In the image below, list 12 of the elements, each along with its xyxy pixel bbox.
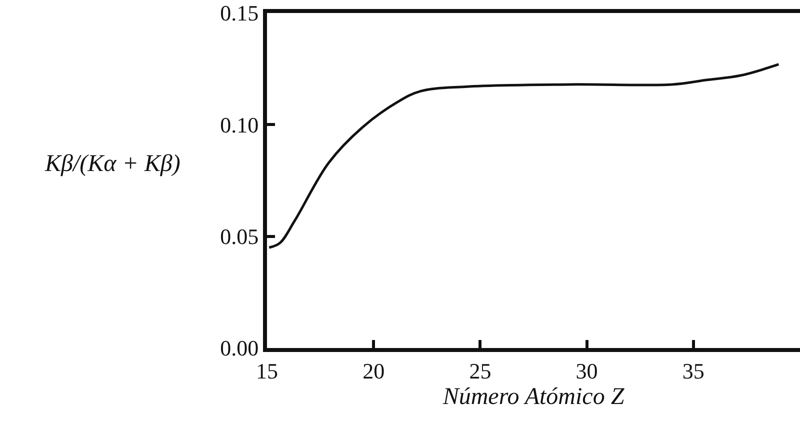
x-tick-label: 30 — [576, 358, 598, 384]
y-tick-label: 0.05 — [220, 224, 259, 250]
y-tick-label: 0.15 — [220, 0, 259, 26]
x-tick-label: 15 — [256, 358, 278, 384]
y-tick-label: 0.00 — [220, 336, 259, 361]
x-axis-title: Número Atómico Z — [442, 384, 625, 410]
x-tick-label: 25 — [469, 358, 492, 384]
y-tick-label: 0.10 — [220, 112, 259, 138]
x-tick-label: 20 — [362, 358, 385, 384]
x-tick-label: 35 — [682, 358, 704, 384]
y-axis-title: Kβ/(Kα + Kβ) — [44, 151, 180, 177]
line-series — [268, 63, 780, 249]
